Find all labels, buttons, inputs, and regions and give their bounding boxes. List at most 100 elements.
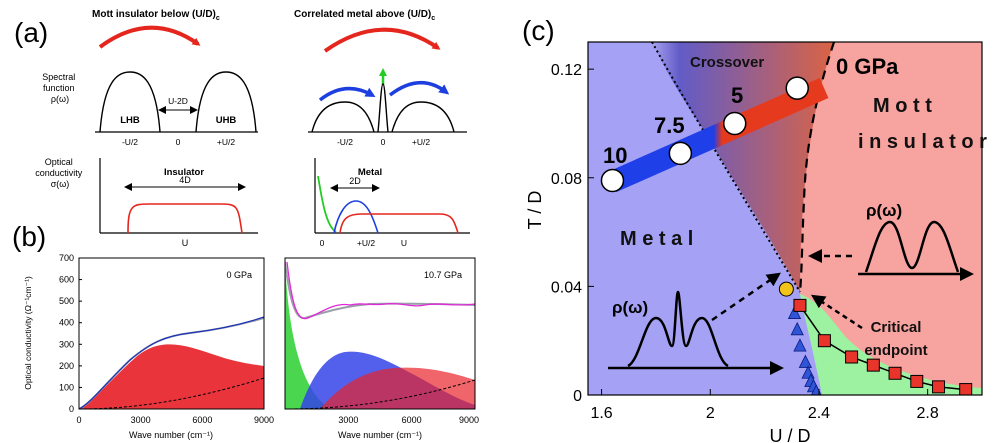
square-point (910, 374, 924, 388)
square-markers (793, 298, 973, 395)
critical-label-2: endpoint (864, 342, 927, 359)
plot-0gpa (79, 316, 264, 409)
rho-label-metal: ρ(ω) (612, 298, 648, 317)
gap-label: U-2D (168, 96, 188, 106)
triangle-point (787, 305, 802, 319)
pressure-label-7-5: 7.5 (654, 113, 685, 138)
insulator-spectrum-curve (864, 220, 960, 273)
panel-c-xticks: 1.6 2 2.4 2.8 (590, 389, 939, 422)
hopping-arrow-red-right (323, 27, 441, 53)
spectral-label: Spectral function ρ(ω) (42, 72, 78, 104)
pressure-107gpa: 10.7 GPa (424, 270, 462, 280)
upper-hubbard-band (195, 71, 257, 133)
triangle-point (798, 354, 813, 368)
background-curve-0gpa (79, 377, 264, 409)
triangle-point (790, 321, 804, 336)
metal-tick-u2: +U/2 (357, 238, 375, 248)
pressure-label-5: 5 (731, 83, 743, 108)
insulator-label: Insulator (164, 167, 204, 178)
metal-label: Metal (358, 167, 382, 178)
plot-frame (587, 41, 983, 396)
quasiparticle-peak (377, 83, 389, 133)
panel-c-yticks: 0 0.04 0.08 0.12 (551, 62, 594, 405)
coexistence-region (800, 294, 982, 395)
pressure-path (607, 77, 829, 193)
square-point (845, 350, 859, 364)
pressure-0gpa: 0 GPa (226, 270, 252, 280)
crossover-line (651, 42, 801, 293)
pressure-label-0gpa: 0 GPa (836, 54, 899, 79)
insulator-width-label: 4D (179, 175, 191, 185)
background-curve-107gpa (285, 379, 475, 409)
pressure-label-10: 10 (603, 143, 627, 168)
metal-tick-u: U (401, 238, 407, 248)
critical-endpoint-marker (778, 281, 794, 297)
lower-hubbard-band (99, 71, 161, 133)
panel-a-right-title: Correlated metal above (U/D)c (294, 9, 435, 22)
square-point (959, 383, 973, 395)
pressure-point (722, 111, 747, 136)
lower-band-right (311, 101, 375, 133)
ytick-label: 700 (59, 253, 74, 263)
ytick-label: 100 (59, 382, 74, 392)
square-point (793, 298, 807, 312)
ytick-label: 400 (59, 318, 74, 328)
ytick-label: 500 (59, 296, 74, 306)
tick-zero-right: 0 (381, 137, 386, 147)
fit-curve-107gpa (285, 261, 475, 320)
ytick-label: 200 (59, 361, 74, 371)
critical-label-1: Critical (871, 319, 922, 336)
data-curve-107gpa (286, 261, 475, 320)
panel-b-xticks: 0 3000 6000 9000 3000 6000 9000 (76, 415, 479, 425)
xtick-label-right: 6000 (402, 415, 422, 425)
mott-label-2: i n s u l a t o r (858, 131, 987, 153)
xtick-label-right: 9000 (459, 415, 479, 425)
interband-fill-107gpa (320, 367, 475, 409)
xtick-label-left: 3000 (131, 415, 151, 425)
ytick-label: 0.04 (551, 279, 582, 296)
ytick-label: 0 (573, 388, 582, 405)
ytick-label: 0 (69, 404, 74, 414)
panel-a-label: (a) (14, 17, 48, 48)
pressure-point (668, 141, 693, 166)
panel-b: (b) Optical conductivity (Ω⁻¹cm⁻¹) 0 100 2… (12, 221, 479, 440)
hopping-arrow-blue-left (318, 86, 376, 102)
panel-b-label: (b) (12, 221, 46, 252)
panel-c-xlabel: U / D (769, 426, 810, 443)
panel-c-ylabel: T / D (525, 191, 545, 230)
square-point (932, 380, 946, 394)
drude-curve (317, 175, 337, 233)
xtick-label: 1.6 (590, 405, 612, 422)
panel-c-label: (c) (522, 15, 555, 46)
phase-diagram (588, 42, 982, 395)
hopping-arrow-blue-right (388, 80, 450, 97)
insulator-conductivity-curve (127, 203, 243, 234)
ytick-label: 300 (59, 339, 74, 349)
square-point (817, 334, 831, 348)
pressure-point (785, 76, 809, 100)
mott-label-1: M o t t (873, 95, 932, 117)
xtick-label: 2 (706, 405, 715, 422)
interband-fill-0gpa (79, 344, 264, 409)
panel-b-xlabel-left: Wave number (cm⁻¹) (129, 430, 213, 440)
xtick-label: 2.4 (808, 405, 830, 422)
panel-a-left-title: Mott insulator below (U/D)c (92, 9, 220, 22)
metal-tick-zero: 0 (320, 238, 325, 248)
ytick-label: 600 (59, 275, 74, 285)
tick-minus-u2-right: -U/2 (337, 137, 353, 147)
lhb-label: LHB (120, 115, 140, 126)
triangle-point (793, 338, 807, 352)
panel-b-ylabel: Optical conductivity (Ω⁻¹cm⁻¹) (23, 276, 33, 390)
square-point (866, 358, 880, 372)
critical-pointer-arrow (810, 294, 863, 330)
xtick-label-right: 3000 (338, 415, 358, 425)
pressure-points (600, 76, 809, 193)
ytick-label: 0.08 (551, 171, 582, 188)
tick-plus-u2-right: +U/2 (412, 137, 430, 147)
tick-minus-u2: -U/2 (122, 137, 138, 147)
data-curve-0gpa (79, 316, 264, 409)
tick-plus-u2: +U/2 (217, 137, 235, 147)
uhb-label: UHB (216, 115, 237, 126)
frame-0gpa (78, 257, 265, 410)
